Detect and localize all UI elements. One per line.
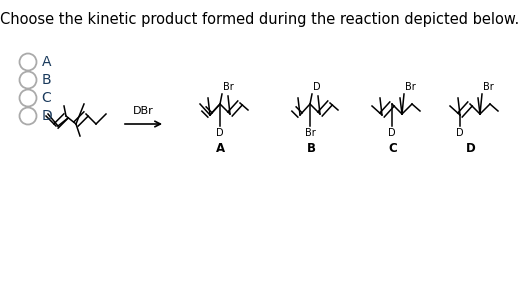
Text: Br: Br [223,82,234,92]
Text: DBr: DBr [133,106,154,116]
Text: Choose the kinetic product formed during the reaction depicted below.: Choose the kinetic product formed during… [1,12,519,27]
Text: D: D [466,142,476,155]
Text: B: B [306,142,316,155]
Text: C: C [388,142,397,155]
Text: Br: Br [483,82,494,92]
Text: D: D [42,109,52,123]
Text: B: B [42,73,51,87]
Text: A: A [216,142,226,155]
Text: Br: Br [405,82,416,92]
Text: Br: Br [305,128,315,138]
Text: D: D [313,82,321,92]
Text: D: D [456,128,464,138]
Text: C: C [42,91,51,105]
Text: D: D [216,128,224,138]
Text: A: A [42,55,51,69]
Text: D: D [388,128,396,138]
